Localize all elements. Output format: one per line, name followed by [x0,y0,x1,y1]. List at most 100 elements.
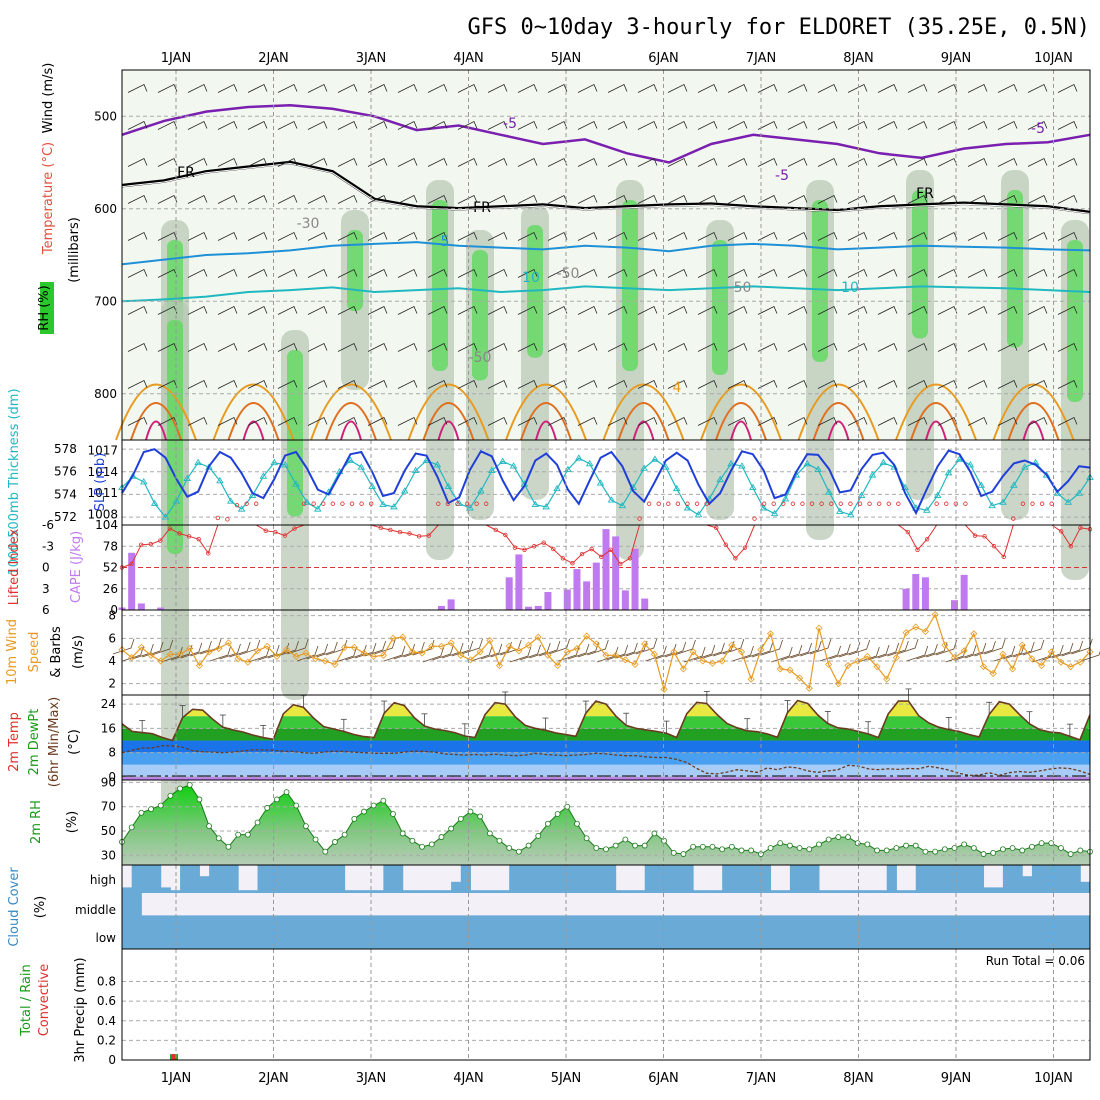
thickness-point [640,464,648,471]
top-date-label: 2JAN [258,51,289,66]
wind-speed-point [263,642,271,650]
upper-wind-barb [907,231,928,241]
wind-speed-point [999,650,1007,658]
bottom-date-label: 6JAN [648,1071,679,1086]
rh-legend-swatch [40,282,54,334]
cloud-low-bar [141,921,152,949]
isotherm-15 [602,383,685,441]
lifted-index-point [771,501,776,506]
upper-wind-barb [247,379,268,389]
lifted-index-point [368,501,374,506]
cloud-middle-bar [518,915,530,921]
upper-wind-barb [307,342,328,352]
precip-ylabel: 3hr Precip (mm) [73,957,88,1062]
lifted-index-point [944,501,949,506]
cloud-high-bar [557,865,568,893]
cloud-high-bar [1070,865,1081,893]
upper-wind-barb [787,83,808,93]
wind-barb [538,640,561,657]
wind-tick: 8 [108,609,116,623]
isotherm-15 [310,383,392,441]
cloud-high-bar [402,890,413,893]
cloud-high-bar [644,865,655,893]
temp-ylabel-3: (°C) [67,729,82,755]
top-date-label: 1JAN [161,51,192,66]
rh-point [128,824,135,831]
upper-wind-barb [397,120,418,130]
temp-tick: 0 [108,770,116,784]
lifted-index-point [982,534,987,539]
cloud-high-bar [818,890,830,893]
upper-wind-barb [907,268,928,278]
upper-wind-barb [757,379,778,389]
cloud-high-bar [305,865,317,893]
cloud-middle-bar [431,915,442,921]
cloud-middle-bar [664,915,675,921]
li-tick: -6 [42,518,54,532]
wind-speed-point [147,651,155,659]
cloud-high-bar [915,865,926,893]
thickness-point [542,502,550,510]
upper-wind-barb [397,268,418,278]
wind-speed-point [728,641,736,649]
cloud-high-bar [141,865,152,893]
cloud-middle-bar [451,915,462,921]
cloud-middle-bar [935,915,946,921]
bottom-date-label: 1JAN [161,1071,192,1086]
wind-barb [780,644,803,661]
cloud-low-bar [489,921,501,949]
cloud-high-bar [131,865,142,893]
isotherm-25 [340,420,362,441]
cloud-middle-bar [557,915,568,921]
precip-convective-bar [172,1054,176,1060]
contour-label: -5 [503,116,517,132]
lifted-index-point [848,501,853,506]
thickness-point [966,461,975,468]
lifted-index-point [359,501,364,506]
lifted-index-point [800,501,805,506]
cloud-low-bar [722,921,733,949]
cloud-high-bar [877,890,888,893]
thickness-point [466,504,474,511]
freezing-level [121,160,1091,215]
upper-wind-barb [547,194,568,204]
cloud-low-bar [247,921,259,949]
upper-wind-barb [817,305,838,315]
isotherm-15 [895,383,977,441]
cloud-middle-bar [789,915,801,921]
top-date-label: 3JAN [356,51,387,66]
upper-wind-barb [277,379,298,389]
wind-speed-point [1067,663,1075,671]
wind-barb [1061,640,1084,657]
rh-point [816,841,822,848]
wind-speed-point [679,665,688,673]
rh-point [651,830,658,837]
upper-wind-barb [127,120,148,130]
upper-wind-barb [847,157,868,167]
wind-barb [335,646,358,663]
wind-barb [722,638,745,655]
lifted-index-point [512,545,518,550]
cloud-middle-bar [1012,915,1023,921]
wind-tick: 2 [108,677,116,691]
rh-point [932,848,939,855]
rh-point [922,848,929,855]
rh-point [303,823,309,830]
upper-wind-barb [847,120,868,130]
rh-point [680,851,687,857]
thickness-point [727,459,735,467]
cloud-high-bar [180,865,191,893]
upper-wind-barb [427,379,448,389]
rh-point [990,849,997,856]
lifted-index-point [378,525,383,531]
upper-wind-barb [667,157,688,167]
cloud-middle-bar [654,915,665,921]
wind-speed-point [573,644,581,653]
rh-point [419,843,425,850]
cloud-high-bar [789,865,801,893]
wind-barb [625,640,648,657]
wind-barb [316,641,338,658]
upper-wind-barb [847,379,868,389]
cape-bar [612,536,620,610]
lifted-index-point [857,501,863,506]
